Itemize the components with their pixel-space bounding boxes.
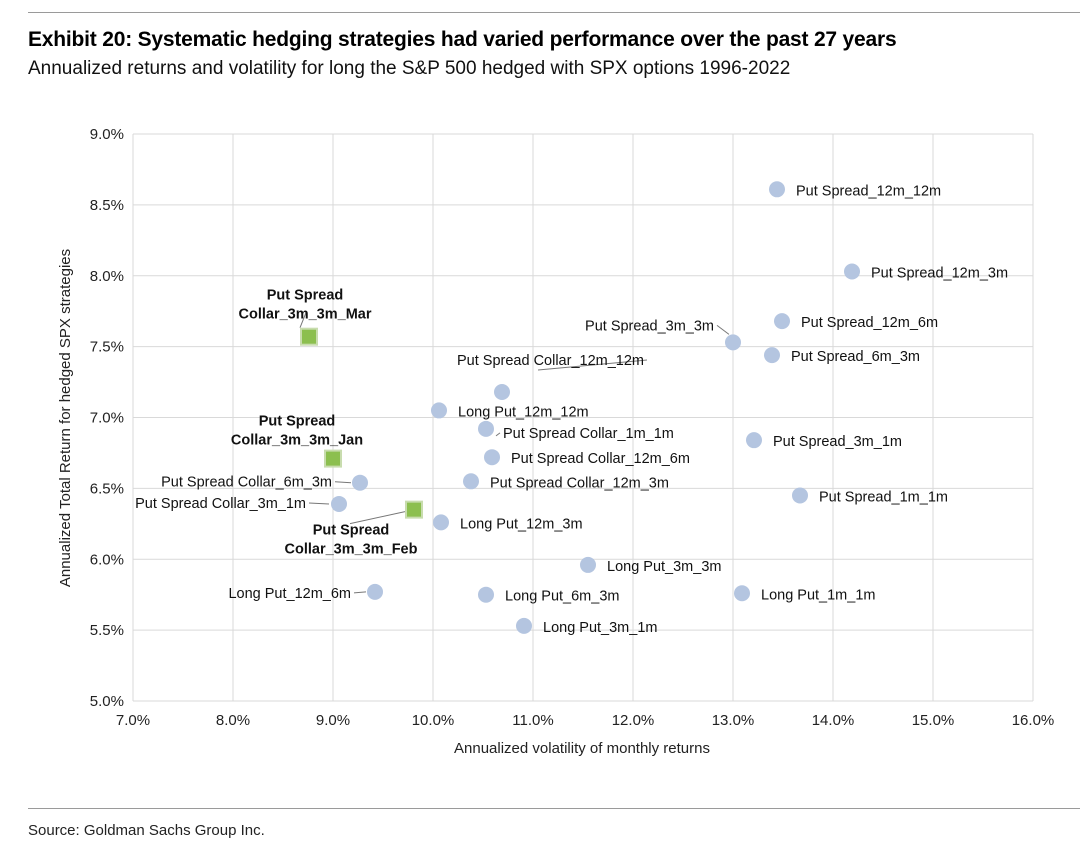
point-put-spread-collar-12m-3m: [463, 473, 479, 490]
point-put-spread-1m-1m: [792, 487, 808, 504]
label-put-spread-collar-1m-1m: Put Spread Collar_1m_1m: [503, 426, 674, 442]
x-axis-label: Annualized volatility of monthly returns: [454, 740, 710, 757]
label-put-spread-collar-3m-3m-jan: Collar_3m_3m_Jan: [231, 433, 363, 449]
label-long-put-1m-1m: Long Put_1m_1m: [761, 587, 875, 603]
label-put-spread-collar-12m-6m: Put Spread Collar_12m_6m: [511, 451, 690, 467]
exhibit-subtitle: Annualized returns and volatility for lo…: [28, 58, 791, 79]
leader-long-put-12m-6m: [353, 591, 367, 594]
point-put-spread-collar-12m-6m: [484, 449, 500, 466]
leader-put-spread-collar-3m-3m-mar: [299, 312, 307, 328]
label-long-put-3m-3m: Long Put_3m_3m: [607, 559, 721, 575]
x-tick-label: 12.0%: [612, 712, 655, 729]
point-put-spread-collar-3m-1m: [331, 495, 347, 512]
point-labels: Put Spread_12m_12m Put Spread_12m_3m Put S…: [135, 183, 1008, 636]
label-put-spread-collar-3m-3m-mar: Collar_3m_3m_Mar: [239, 307, 372, 323]
label-long-put-12m-3m: Long Put_12m_3m: [460, 516, 583, 532]
point-put-spread-3m-3m: [725, 334, 741, 351]
y-tick-label: 5.5%: [90, 622, 124, 639]
y-tick-label: 5.0%: [90, 693, 124, 710]
label-put-spread-collar-3m-3m-mar: Put Spread: [267, 288, 344, 304]
y-axis-label: Annualized Total Return for hedged SPX s…: [57, 249, 74, 587]
y-tick-label: 8.0%: [90, 268, 124, 285]
point-put-spread-6m-3m: [764, 347, 780, 364]
label-put-spread-collar-3m-3m-feb: Collar_3m_3m_Feb: [285, 542, 418, 558]
label-put-spread-3m-1m: Put Spread_3m_1m: [773, 434, 902, 450]
point-long-put-3m-1m: [516, 617, 532, 634]
point-long-put-12m-3m: [433, 514, 449, 531]
point-long-put-6m-3m: [478, 586, 494, 603]
label-long-put-12m-12m: Long Put_12m_12m: [458, 404, 589, 420]
x-tick-label: 9.0%: [316, 712, 350, 729]
point-long-put-12m-6m: [367, 583, 383, 600]
bottom-rule: [28, 808, 1080, 809]
point-put-spread-collar-1m-1m: [478, 420, 494, 437]
label-put-spread-collar-12m-3m: Put Spread Collar_12m_3m: [490, 475, 669, 491]
label-put-spread-12m-12m: Put Spread_12m_12m: [796, 183, 941, 199]
leader-put-spread-collar-3m-3m-feb: [349, 511, 406, 525]
point-put-spread-12m-3m: [844, 263, 860, 280]
leader-put-spread-collar-12m-12m: [537, 359, 648, 371]
point-put-spread-collar-12m-12m: [494, 383, 510, 400]
label-long-put-12m-6m: Long Put_12m_6m: [228, 586, 351, 602]
point-put-spread-collar-3m-3m-jan: [324, 449, 342, 468]
leader-put-spread-3m-3m: [716, 324, 730, 335]
point-put-spread-collar-3m-3m-mar: [300, 327, 318, 346]
point-long-put-12m-12m: [431, 402, 447, 419]
label-put-spread-collar-3m-3m-feb: Put Spread: [313, 523, 390, 539]
point-put-spread-collar-6m-3m: [352, 474, 368, 491]
label-put-spread-collar-6m-3m: Put Spread Collar_6m_3m: [161, 475, 332, 491]
point-put-spread-collar-3m-3m-feb: [405, 500, 423, 519]
leader-put-spread-collar-3m-1m: [308, 502, 330, 505]
x-tick-label: 13.0%: [712, 712, 755, 729]
scatter-chart: 7.0% 8.0% 9.0% 10.0% 11.0% 12.0% 13.0% 14.0% 15.…: [57, 126, 1054, 757]
tick-labels: 7.0% 8.0% 9.0% 10.0% 11.0% 12.0% 13.0% 14.0% 15.…: [90, 126, 1054, 729]
label-long-put-3m-1m: Long Put_3m_1m: [543, 620, 657, 636]
label-put-spread-collar-12m-12m: Put Spread Collar_12m_12m: [457, 353, 644, 369]
y-tick-label: 6.5%: [90, 480, 124, 497]
y-tick-label: 8.5%: [90, 197, 124, 214]
label-put-spread-collar-3m-3m-jan: Put Spread: [259, 414, 336, 430]
point-long-put-1m-1m: [734, 585, 750, 602]
data-points: [300, 181, 860, 634]
leader-put-spread-collar-6m-3m: [334, 481, 352, 484]
point-put-spread-12m-12m: [769, 181, 785, 198]
label-put-spread-6m-3m: Put Spread_6m_3m: [791, 349, 920, 365]
leader-put-spread-collar-1m-1m: [495, 432, 501, 437]
point-put-spread-12m-6m: [774, 313, 790, 330]
label-put-spread-12m-3m: Put Spread_12m_3m: [871, 265, 1008, 281]
top-rule: [28, 12, 1080, 13]
label-put-spread-1m-1m: Put Spread_1m_1m: [819, 489, 948, 505]
gridlines: [132, 133, 1034, 702]
leader-lines: [299, 312, 730, 594]
y-tick-label: 9.0%: [90, 126, 124, 143]
x-tick-label: 16.0%: [1012, 712, 1055, 729]
label-put-spread-12m-6m: Put Spread_12m_6m: [801, 315, 938, 331]
source-note: Source: Goldman Sachs Group Inc.: [28, 822, 265, 839]
x-tick-label: 11.0%: [512, 712, 553, 729]
x-tick-label: 8.0%: [216, 712, 250, 729]
x-tick-label: 10.0%: [412, 712, 455, 729]
label-put-spread-collar-3m-1m: Put Spread Collar_3m_1m: [135, 496, 306, 512]
label-long-put-6m-3m: Long Put_6m_3m: [505, 589, 619, 605]
y-tick-label: 7.5%: [90, 339, 124, 356]
exhibit-title: Exhibit 20: Systematic hedging strategie…: [28, 28, 897, 51]
y-tick-label: 6.0%: [90, 551, 124, 568]
y-tick-label: 7.0%: [90, 410, 124, 427]
x-tick-label: 7.0%: [116, 712, 150, 729]
point-long-put-3m-3m: [580, 556, 596, 573]
label-put-spread-3m-3m: Put Spread_3m_3m: [585, 318, 714, 334]
x-tick-label: 15.0%: [912, 712, 955, 729]
point-put-spread-3m-1m: [746, 432, 762, 449]
x-tick-label: 14.0%: [812, 712, 855, 729]
